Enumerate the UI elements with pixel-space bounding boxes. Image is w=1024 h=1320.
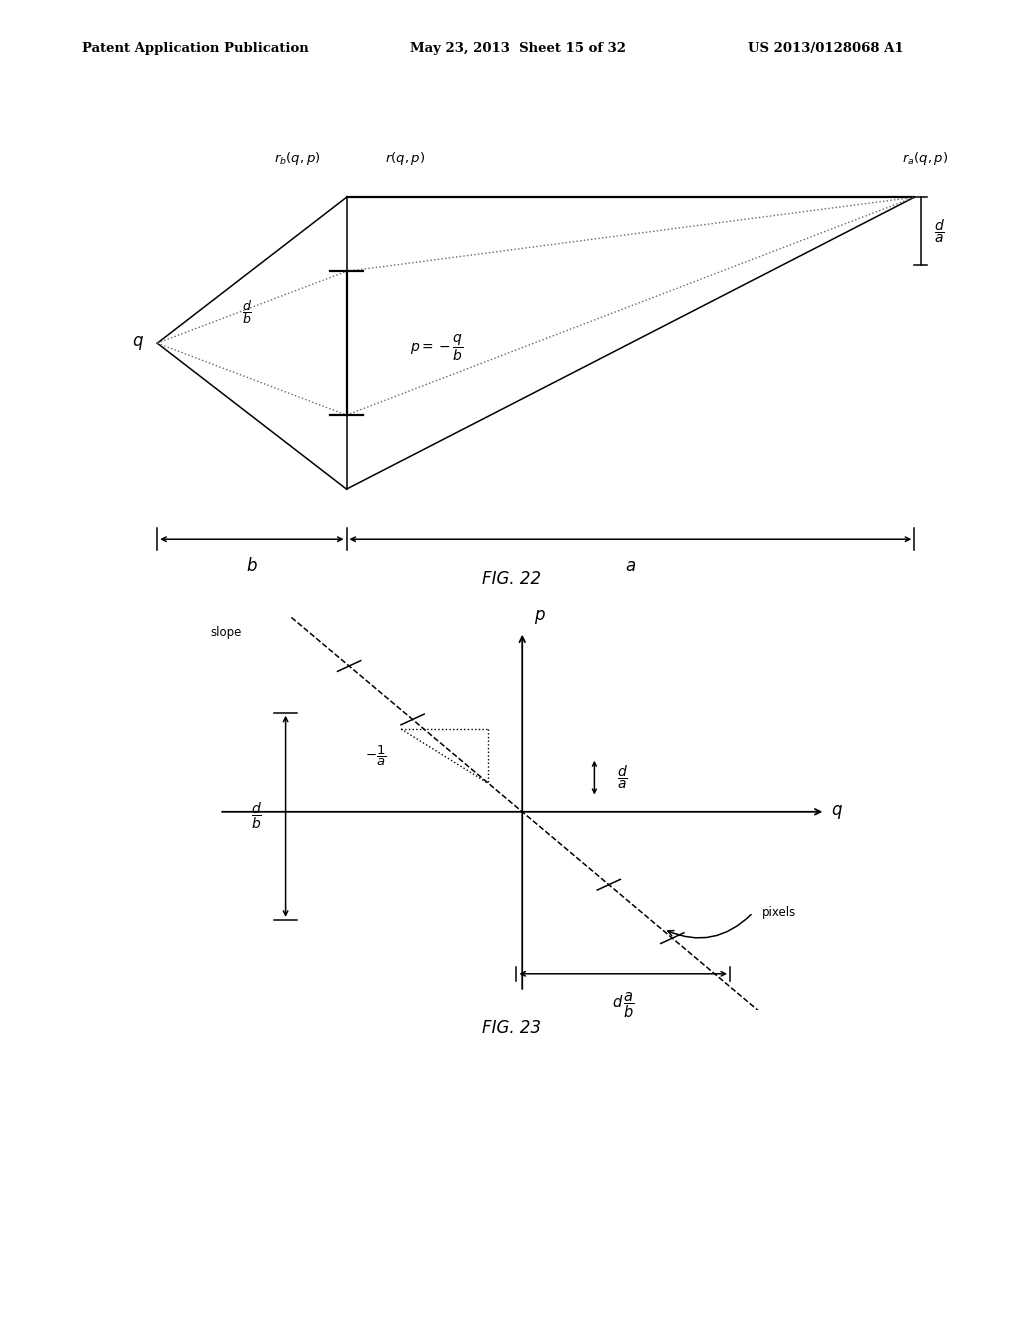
- Text: $q$: $q$: [132, 334, 143, 352]
- Text: $a$: $a$: [625, 557, 636, 574]
- Text: US 2013/0128068 A1: US 2013/0128068 A1: [748, 42, 903, 55]
- Text: $p = -\dfrac{q}{b}$: $p = -\dfrac{q}{b}$: [410, 333, 463, 363]
- Text: pixels: pixels: [762, 906, 796, 919]
- Text: $q$: $q$: [831, 803, 843, 821]
- Text: $-\dfrac{1}{a}$: $-\dfrac{1}{a}$: [366, 744, 387, 768]
- Text: $\dfrac{d}{b}$: $\dfrac{d}{b}$: [243, 298, 252, 326]
- Text: May 23, 2013  Sheet 15 of 32: May 23, 2013 Sheet 15 of 32: [410, 42, 626, 55]
- Text: $b$: $b$: [246, 557, 258, 574]
- Text: FIG. 23: FIG. 23: [482, 1019, 542, 1038]
- Text: $r_b(q,p)$: $r_b(q,p)$: [273, 150, 321, 168]
- Text: $\dfrac{d}{a}$: $\dfrac{d}{a}$: [934, 218, 945, 244]
- Text: $r(q,p)$: $r(q,p)$: [385, 150, 425, 168]
- Text: slope: slope: [211, 627, 242, 639]
- Text: $\dfrac{d}{b}$: $\dfrac{d}{b}$: [251, 801, 262, 832]
- Text: $r_a(q,p)$: $r_a(q,p)$: [902, 150, 948, 168]
- Text: $d\,\dfrac{a}{b}$: $d\,\dfrac{a}{b}$: [611, 990, 635, 1019]
- Text: $p$: $p$: [534, 609, 546, 627]
- Text: Patent Application Publication: Patent Application Publication: [82, 42, 308, 55]
- Text: FIG. 22: FIG. 22: [482, 570, 542, 589]
- Text: $\dfrac{d}{a}$: $\dfrac{d}{a}$: [617, 764, 629, 791]
